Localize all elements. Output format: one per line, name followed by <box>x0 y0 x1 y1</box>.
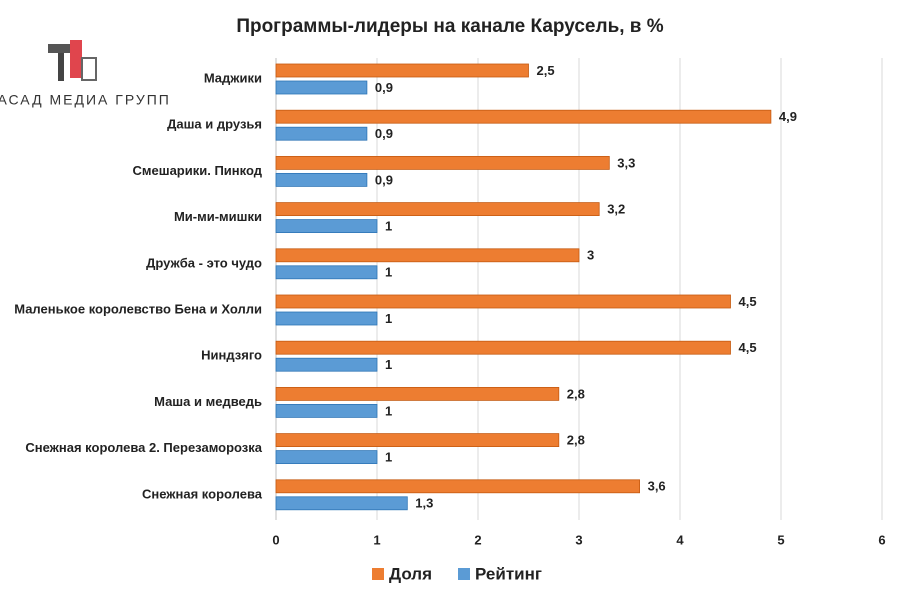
y-tick-label: Маленькое королевство Бена и Холли <box>14 302 262 317</box>
logo-shape <box>58 53 64 81</box>
value-label: 4,5 <box>739 340 757 355</box>
bar <box>275 265 378 280</box>
bar <box>275 479 641 494</box>
legend-swatch <box>458 568 470 580</box>
value-label: 1 <box>385 311 392 326</box>
logo-text: ФАСАД МЕДИА ГРУПП <box>0 92 171 108</box>
bar <box>275 63 529 78</box>
bar <box>275 357 378 372</box>
legend-swatch <box>372 568 384 580</box>
x-tick-label: 3 <box>575 532 582 547</box>
y-tick-label: Снежная королева <box>142 486 263 501</box>
bar <box>275 496 408 511</box>
value-label: 1 <box>385 450 392 465</box>
value-label: 2,8 <box>567 433 585 448</box>
value-label: 1 <box>385 403 392 418</box>
legend-label: Рейтинг <box>475 564 542 583</box>
y-tick-label: Ниндзяго <box>201 348 262 363</box>
logo-shape <box>70 40 82 78</box>
x-tick-label: 4 <box>676 532 684 547</box>
y-tick-label: Дружба - это чудо <box>146 255 262 270</box>
y-tick-label: Маджики <box>204 71 262 86</box>
value-label: 3,2 <box>607 202 625 217</box>
value-label: 1 <box>385 265 392 280</box>
bar <box>275 80 368 95</box>
value-label: 4,5 <box>739 294 757 309</box>
value-label: 0,9 <box>375 80 393 95</box>
value-label: 4,9 <box>779 109 797 124</box>
y-tick-label: Смешарики. Пинкод <box>133 163 263 178</box>
value-label: 3,3 <box>617 155 635 170</box>
value-label: 3,6 <box>648 479 666 494</box>
bar <box>275 172 368 187</box>
legend-label: Доля <box>389 564 432 583</box>
x-tick-label: 0 <box>272 532 279 547</box>
y-tick-label: Даша и друзья <box>167 117 262 132</box>
bar <box>275 386 560 401</box>
bar <box>275 403 378 418</box>
bar <box>275 311 378 326</box>
y-tick-label: Маша и медведь <box>154 394 262 409</box>
value-label: 2,5 <box>537 63 555 78</box>
x-tick-label: 1 <box>373 532 380 547</box>
value-label: 0,9 <box>375 126 393 141</box>
logo-shape <box>48 44 70 53</box>
bar <box>275 155 610 170</box>
value-label: 2,8 <box>567 386 585 401</box>
value-label: 0,9 <box>375 172 393 187</box>
value-label: 1 <box>385 219 392 234</box>
bar <box>275 109 772 124</box>
bar <box>275 202 600 217</box>
y-tick-label: Снежная королева 2. Перезаморозка <box>25 440 262 455</box>
bar <box>275 248 580 263</box>
bar <box>275 219 378 234</box>
x-tick-label: 6 <box>878 532 885 547</box>
y-tick-label: Ми-ми-мишки <box>174 209 262 224</box>
bar <box>275 126 368 141</box>
bar <box>275 294 731 309</box>
logo: ФАСАД МЕДИА ГРУПП <box>0 40 171 108</box>
bar <box>275 433 560 448</box>
x-tick-label: 2 <box>474 532 481 547</box>
logo-shape <box>81 57 97 81</box>
x-tick-label: 5 <box>777 532 784 547</box>
value-label: 1,3 <box>415 496 433 511</box>
bar <box>275 340 731 355</box>
value-label: 3 <box>587 248 594 263</box>
chart-title: Программы-лидеры на канале Карусель, в % <box>236 16 663 37</box>
value-label: 1 <box>385 357 392 372</box>
bar <box>275 450 378 465</box>
